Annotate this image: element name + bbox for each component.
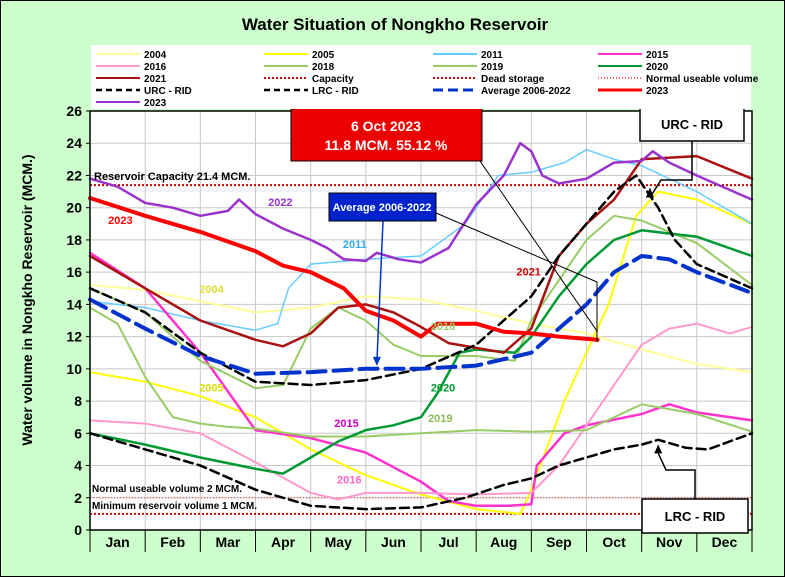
annotations: Reservoir Capacity 21.4 MCM. Minimum rese… bbox=[92, 106, 749, 534]
x-tick-label-feb: Feb bbox=[160, 534, 185, 550]
x-tick-label-sep: Sep bbox=[546, 534, 572, 550]
legend-label-16: 2023 bbox=[144, 98, 167, 109]
current-date: 6 Oct 2023 bbox=[351, 118, 421, 134]
average-callout-arrowhead bbox=[372, 356, 381, 366]
legend-label-11: Normal useable volume bbox=[646, 74, 759, 85]
series-line-2021 bbox=[88, 154, 754, 354]
series-line-urc-rid bbox=[88, 174, 754, 387]
urc-callout-arrowhead bbox=[645, 187, 654, 198]
lrc-callout-leader bbox=[657, 453, 696, 499]
series-line-2005 bbox=[89, 190, 753, 515]
series-line-2011 bbox=[89, 148, 753, 331]
series-label-2018: 2018 bbox=[431, 321, 455, 333]
series-label-2021: 2021 bbox=[516, 266, 540, 278]
y-tick-label: 0 bbox=[74, 522, 82, 538]
lrc-callout-text: LRC - RID bbox=[665, 509, 726, 524]
series-label-2019: 2019 bbox=[428, 413, 452, 425]
series-line-2016 bbox=[89, 322, 753, 501]
x-tick-label-jun: Jun bbox=[381, 534, 406, 550]
series-line-2004 bbox=[89, 284, 753, 374]
series-line-lrc-rid bbox=[88, 432, 754, 511]
y-tick-label: 14 bbox=[66, 296, 82, 312]
y-axis-title: Water volume in Nongkho Reservoir (MCM.) bbox=[19, 154, 35, 445]
legend: 2004 2005 2011 2015 2016 2018 2019 2020 2021 Capa… bbox=[96, 50, 759, 109]
x-tick-label-aug: Aug bbox=[490, 534, 517, 550]
y-tick-label: 2 bbox=[74, 490, 82, 506]
legend-label-0: 2004 bbox=[144, 50, 167, 61]
series-lines bbox=[88, 141, 754, 515]
normal-useable-label: Normal useable volume 2 MCM. bbox=[92, 484, 242, 495]
x-tick-label-nov: Nov bbox=[656, 534, 683, 550]
series-line-2020 bbox=[88, 229, 754, 475]
legend-label-15: 2023 bbox=[646, 86, 669, 97]
series-label-2022: 2022 bbox=[268, 197, 292, 209]
reference-lines bbox=[90, 184, 752, 515]
average-leader-right bbox=[435, 212, 598, 283]
legend-label-4: 2016 bbox=[144, 62, 167, 73]
legend-label-14: Average 2006-2022 bbox=[481, 86, 571, 97]
y-tick-label: 6 bbox=[74, 425, 82, 441]
x-tick-label-mar: Mar bbox=[215, 534, 240, 550]
series-label-2005: 2005 bbox=[199, 382, 223, 394]
lrc-callout-box bbox=[641, 498, 749, 534]
series-label-2004: 2004 bbox=[199, 284, 224, 296]
series-label-2015: 2015 bbox=[334, 418, 358, 430]
legend-label-7: 2020 bbox=[646, 62, 669, 73]
series-line-2015 bbox=[88, 251, 754, 508]
y-tick-label: 10 bbox=[66, 361, 82, 377]
series-line-2022 bbox=[88, 141, 754, 264]
legend-label-1: 2005 bbox=[312, 50, 335, 61]
urc-callout-leader bbox=[649, 141, 693, 198]
current-volume: 11.8 MCM. 55.12 % bbox=[325, 137, 449, 153]
legend-label-6: 2019 bbox=[481, 62, 504, 73]
legend-label-10: Dead storage bbox=[481, 74, 545, 85]
y-tick-label: 4 bbox=[74, 458, 82, 474]
legend-box bbox=[91, 45, 751, 109]
y-tick-label: 22 bbox=[66, 167, 82, 183]
x-tick-label-oct: Oct bbox=[602, 534, 626, 550]
current-callout-leader bbox=[479, 160, 598, 333]
y-tick-label: 26 bbox=[66, 103, 82, 119]
y-tick-label: 16 bbox=[66, 264, 82, 280]
average-callout-leader bbox=[376, 220, 384, 363]
legend-label-13: LRC - RID bbox=[312, 86, 359, 97]
series-label-2016: 2016 bbox=[337, 474, 361, 486]
series-label-2011: 2011 bbox=[343, 239, 367, 251]
chart-title: Water Situation of Nongkho Reservoir bbox=[242, 15, 549, 34]
y-tick-label: 8 bbox=[74, 393, 82, 409]
series-line-2018 bbox=[89, 306, 753, 438]
legend-label-2: 2011 bbox=[481, 50, 503, 61]
urc-callout-text: URC - RID bbox=[661, 117, 723, 132]
y-tick-label: 20 bbox=[66, 200, 82, 216]
legend-label-3: 2015 bbox=[646, 50, 669, 61]
average-callout-text: Average 2006-2022 bbox=[333, 202, 432, 214]
legend-label-9: Capacity bbox=[312, 74, 354, 85]
x-tick-label-jan: Jan bbox=[106, 534, 130, 550]
y-tick-label: 18 bbox=[66, 232, 82, 248]
urc-callout-box bbox=[639, 106, 745, 142]
legend-label-5: 2018 bbox=[312, 62, 335, 73]
legend-label-8: 2021 bbox=[144, 74, 167, 85]
series-label-2020: 2020 bbox=[431, 382, 455, 394]
capacity-label: Reservoir Capacity 21.4 MCM. bbox=[94, 171, 251, 183]
series-labels: 2022 2023 2011 2021 2004 2018 2005 2020 2015 2019… bbox=[108, 197, 541, 486]
legend-label-12: URC - RID bbox=[144, 86, 192, 97]
dead-storage-label: Minimum reservoir volume 1 MCM. bbox=[92, 501, 257, 512]
y-tick-label: 24 bbox=[66, 135, 82, 151]
x-tick-label-jul: Jul bbox=[438, 534, 458, 550]
lrc-callout-arrowhead bbox=[654, 444, 663, 454]
x-tick-label-may: May bbox=[325, 534, 352, 550]
x-tick-label-apr: Apr bbox=[271, 534, 296, 550]
series-line-average-2006-2022 bbox=[88, 254, 754, 376]
current-callout-box bbox=[290, 106, 483, 162]
average-callout-box bbox=[328, 192, 437, 222]
series-label-2023: 2023 bbox=[108, 215, 132, 227]
series-line-2019 bbox=[89, 214, 753, 390]
x-tick-label-dec: Dec bbox=[712, 534, 738, 550]
y-tick-label: 12 bbox=[66, 329, 82, 345]
